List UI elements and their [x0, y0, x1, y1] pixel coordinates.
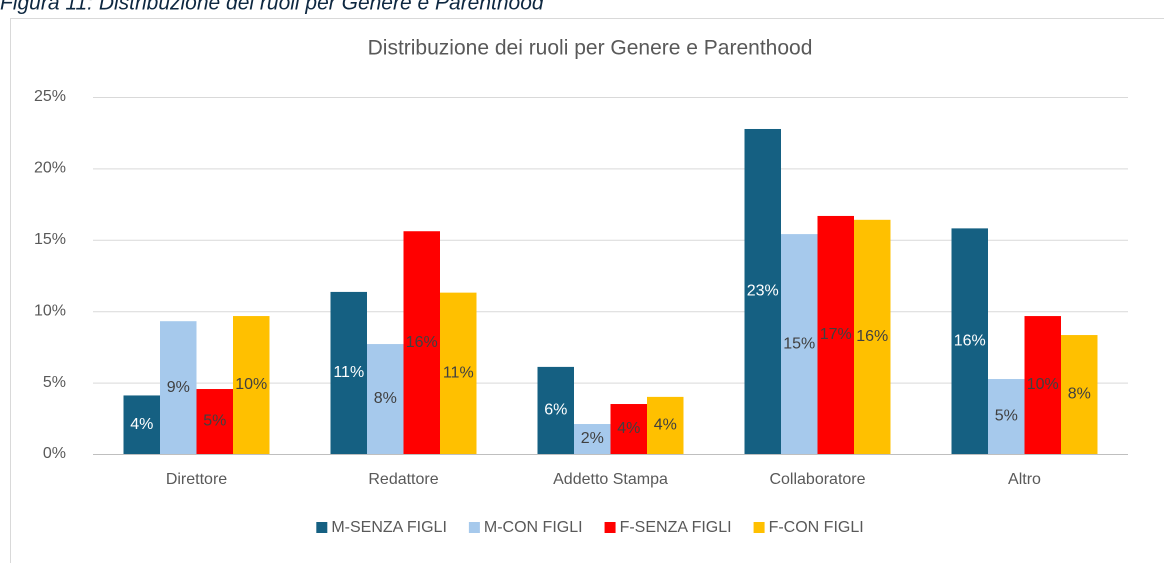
- data-label: 11%: [443, 365, 474, 382]
- data-label: 6%: [544, 402, 567, 419]
- bar: [988, 379, 1025, 454]
- bar: [233, 316, 270, 454]
- x-tick-label: Altro: [1008, 471, 1041, 488]
- bar: [123, 395, 160, 454]
- x-tick-label: Redattore: [368, 471, 438, 488]
- x-tick-label: Direttore: [166, 471, 227, 488]
- legend-label: M-SENZA FIGLI: [331, 519, 447, 536]
- chart-border: [10, 18, 1164, 563]
- data-label: 8%: [374, 390, 397, 407]
- bar: [574, 424, 611, 454]
- data-label: 16%: [954, 332, 986, 349]
- bar: [610, 404, 647, 454]
- x-tick-label: Addetto Stampa: [553, 471, 668, 488]
- data-label: 4%: [654, 417, 677, 434]
- bar: [781, 234, 818, 454]
- data-label: 10%: [1027, 376, 1059, 393]
- bar: [647, 396, 684, 454]
- y-tick-label: 0%: [43, 445, 66, 462]
- legend-label: F-SENZA FIGLI: [620, 519, 732, 536]
- x-tick-label: Collaboratore: [769, 471, 865, 488]
- bar: [854, 219, 891, 454]
- bar: [951, 228, 988, 454]
- bar: [367, 344, 404, 454]
- y-tick-label: 20%: [34, 160, 66, 177]
- data-label: 4%: [130, 416, 153, 433]
- data-label: 15%: [783, 335, 815, 352]
- y-tick-label: 25%: [34, 88, 66, 105]
- bar: [744, 128, 781, 455]
- legend-swatch: [753, 522, 765, 533]
- bar: [196, 389, 233, 454]
- data-label: 10%: [235, 376, 267, 393]
- data-label: 17%: [820, 326, 852, 343]
- bar: [537, 366, 574, 454]
- data-label: 16%: [406, 334, 438, 351]
- data-label: 11%: [333, 364, 364, 381]
- data-label: 8%: [1068, 386, 1091, 403]
- data-label: 23%: [747, 283, 779, 300]
- bar: [160, 321, 197, 454]
- data-label: 16%: [856, 328, 888, 345]
- legend-label: F-CON FIGLI: [769, 519, 864, 536]
- legend-swatch: [316, 522, 328, 533]
- data-label: 5%: [995, 408, 1018, 425]
- bar: [1061, 335, 1098, 454]
- legend-swatch: [468, 522, 480, 533]
- figure-caption: Figura 11: Distribuzione dei ruoli per G…: [0, 0, 545, 15]
- legend-label: M-CON FIGLI: [484, 519, 583, 536]
- data-label: 5%: [203, 413, 226, 430]
- bar: [440, 292, 477, 454]
- bar: [330, 291, 367, 454]
- legend-swatch: [604, 522, 616, 533]
- data-label: 9%: [167, 379, 190, 396]
- bar: [1024, 316, 1061, 454]
- y-tick-label: 10%: [34, 302, 66, 319]
- y-tick-label: 15%: [34, 231, 66, 248]
- bar: [403, 231, 440, 454]
- y-tick-label: 5%: [43, 374, 66, 391]
- chart-title: Distribuzione dei ruoli per Genere e Par…: [368, 37, 813, 60]
- bar: [817, 215, 854, 454]
- data-label: 4%: [617, 420, 640, 437]
- data-label: 2%: [581, 430, 604, 447]
